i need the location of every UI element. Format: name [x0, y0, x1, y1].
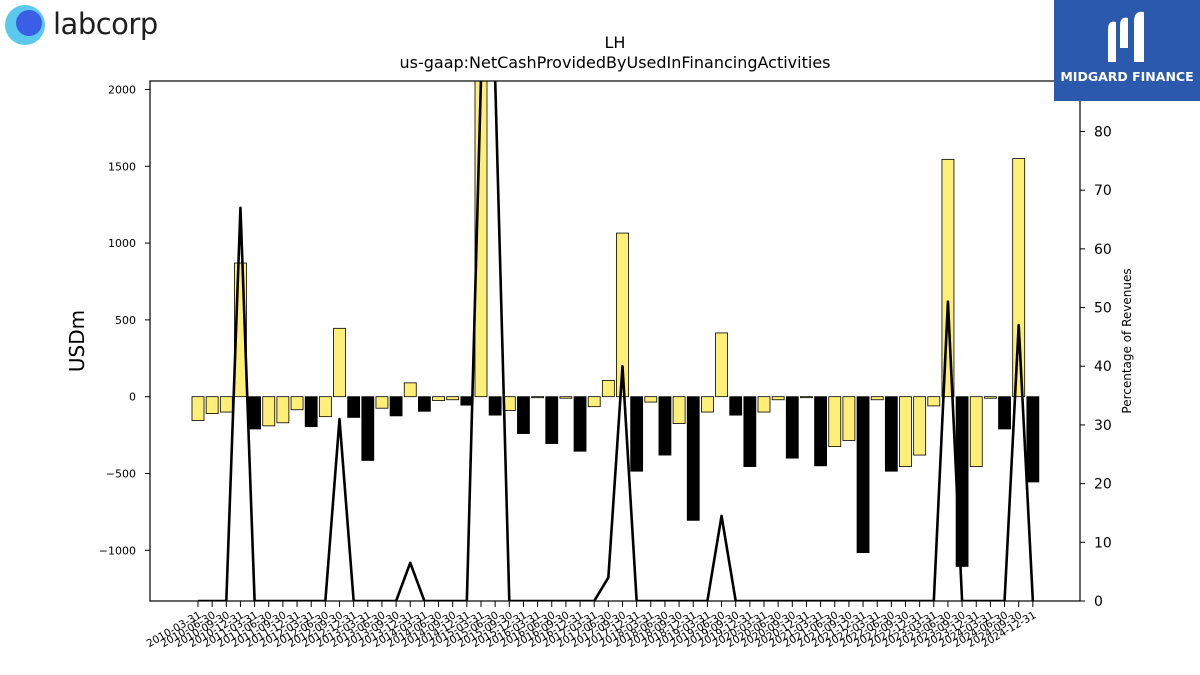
y2-tick-label: 30	[1094, 418, 1112, 434]
bar	[941, 158, 955, 398]
y-tick-label: 500	[115, 314, 136, 327]
bar	[304, 396, 318, 428]
bar	[842, 396, 856, 441]
bar	[771, 396, 785, 401]
bar	[262, 396, 276, 427]
bar	[701, 396, 714, 413]
bar	[955, 396, 969, 567]
bar	[205, 396, 219, 414]
bar	[998, 396, 1011, 430]
watermark-text: MIDGARD FINANCE	[1060, 69, 1194, 84]
bar	[913, 396, 927, 456]
bar	[785, 396, 799, 459]
bar	[856, 396, 870, 554]
bar	[658, 396, 672, 456]
bar	[1026, 396, 1040, 483]
y-tick-label: 1500	[108, 160, 136, 173]
bar	[828, 396, 842, 448]
bar	[884, 396, 898, 472]
bar	[686, 396, 700, 521]
bar	[1012, 158, 1026, 398]
bar	[333, 327, 346, 398]
series-line	[198, 81, 1035, 601]
bar	[969, 396, 983, 467]
bar	[899, 396, 912, 467]
midgard-watermark: MIDGARD FINANCE	[1054, 0, 1200, 101]
y2-tick-label: 60	[1094, 242, 1112, 258]
bar	[984, 396, 997, 399]
chart-title: LH	[605, 33, 626, 52]
bar	[417, 396, 431, 412]
bar	[630, 396, 644, 472]
bar	[276, 396, 290, 424]
y-axis-label: USDm	[65, 310, 89, 372]
y2-tick-label: 80	[1094, 124, 1112, 140]
bar	[559, 396, 573, 399]
bar	[814, 396, 827, 467]
bar	[219, 396, 233, 413]
y-tick-label: 2000	[108, 83, 136, 96]
bar	[375, 396, 389, 409]
bar	[800, 396, 813, 399]
bar	[672, 396, 686, 424]
bar	[446, 396, 460, 401]
bar	[248, 396, 262, 430]
logo-text: labcorp	[53, 7, 158, 41]
labcorp-logo-icon	[5, 5, 45, 45]
bar	[743, 396, 757, 467]
bar	[573, 396, 587, 452]
bar	[729, 396, 743, 416]
y-tick-label: −500	[106, 467, 136, 480]
y2-tick-label: 20	[1094, 477, 1112, 493]
bar	[432, 396, 445, 401]
y2-tick-label: 70	[1094, 183, 1112, 199]
y-tick-label: 1000	[108, 237, 136, 250]
y-tick-label: −1000	[99, 544, 136, 557]
bar	[616, 232, 629, 398]
bar	[587, 396, 601, 408]
bar	[531, 396, 544, 399]
y2-tick-label: 10	[1094, 535, 1112, 551]
bar	[545, 396, 559, 444]
y-tick-label: 0	[129, 391, 136, 404]
bar	[403, 382, 417, 398]
bar	[644, 396, 658, 403]
bar	[927, 396, 941, 407]
bar	[318, 396, 332, 418]
bar	[389, 396, 403, 417]
bar	[601, 380, 615, 398]
y2-tick-label: 0	[1094, 594, 1103, 610]
bar	[757, 396, 771, 413]
bar	[488, 396, 502, 416]
y2-axis-label: Percentage of Revenues	[1120, 268, 1134, 413]
bar	[517, 396, 530, 434]
labcorp-logo: labcorp	[5, 5, 175, 47]
bar	[361, 396, 375, 461]
midgard-logo-icon	[1108, 11, 1144, 62]
bar	[191, 396, 205, 421]
y2-tick-label: 40	[1094, 359, 1112, 375]
y2-tick-label: 50	[1094, 301, 1112, 317]
chart-subtitle: us-gaap:NetCashProvidedByUsedInFinancing…	[399, 53, 830, 72]
bar	[347, 396, 361, 418]
bar	[870, 396, 884, 401]
bar	[715, 332, 728, 398]
plot-frame	[149, 80, 1081, 602]
bar	[290, 396, 304, 411]
